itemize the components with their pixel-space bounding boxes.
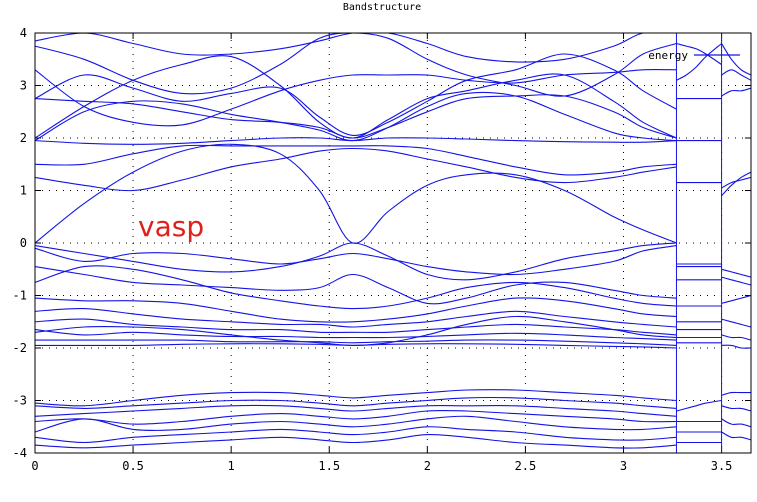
band-line-2-5	[721, 344, 752, 349]
grid-lines	[35, 33, 751, 453]
band-line-2-0	[721, 268, 752, 278]
band-line-2-4	[721, 334, 752, 341]
x-tick-label: 0.5	[122, 459, 144, 473]
x-tick-label: 1	[228, 459, 235, 473]
x-tick-label: 1.5	[318, 459, 340, 473]
band-line-0-24	[34, 404, 677, 417]
band-line-0-5	[34, 55, 677, 139]
band-line-0-28	[34, 433, 677, 449]
y-tick-label: -3	[13, 394, 27, 408]
band-line-0-26	[34, 415, 677, 433]
band-lines	[34, 32, 752, 453]
band-line-2-3	[721, 318, 752, 328]
band-line-0-27	[34, 426, 677, 444]
band-line-0-23	[34, 396, 677, 409]
y-tick-label: 3	[20, 79, 27, 93]
x-tick-label: 0	[31, 459, 38, 473]
band-line-2-1	[721, 276, 752, 286]
y-tick-label: -1	[13, 289, 27, 303]
band-line-2-14	[721, 431, 752, 441]
band-line-0-21	[34, 315, 677, 346]
band-line-0-0	[34, 143, 677, 244]
x-tick-label: 3.5	[711, 459, 733, 473]
band-line-1-13	[676, 399, 722, 412]
band-line-1-12	[676, 42, 722, 65]
band-line-2-10	[721, 43, 752, 76]
band-line-0-6	[34, 94, 677, 139]
y-tick-label: 0	[20, 236, 27, 250]
band-line-0-15	[34, 297, 677, 323]
band-line-1-11	[676, 43, 722, 81]
band-line-0-16	[34, 308, 677, 328]
band-line-0-19	[35, 339, 677, 346]
band-line-2-12	[721, 405, 752, 412]
y-tick-label: -4	[13, 446, 27, 460]
band-line-2-11	[721, 391, 751, 396]
band-line-0-9	[34, 32, 677, 97]
chart-title: Bandstructure	[343, 2, 421, 13]
vasp-annotation: vasp	[138, 210, 204, 243]
band-line-0-7	[34, 53, 677, 136]
legend: energy	[648, 49, 740, 62]
x-tick-label: 3	[620, 459, 627, 473]
band-line-0-11	[34, 242, 677, 281]
legend-entry-energy: energy	[648, 49, 688, 62]
band-line-0-14	[34, 265, 677, 310]
plot-frame	[34, 32, 752, 454]
y-tick-label: 2	[20, 131, 27, 145]
band-line-2-8	[721, 87, 752, 97]
band-line-0-1	[34, 147, 677, 192]
band-line-0-17	[34, 318, 677, 336]
band-line-0-2	[34, 144, 677, 176]
band-line-2-9	[721, 69, 752, 81]
y-tick-label: 4	[20, 26, 27, 40]
band-line-0-4	[34, 91, 677, 142]
y-tick-label: 1	[20, 184, 27, 198]
x-tick-label: 2.5	[515, 459, 537, 473]
band-line-2-2	[721, 294, 752, 304]
band-line-0-22	[34, 389, 677, 407]
x-tick-label: 2	[424, 459, 431, 473]
band-line-2-13	[721, 418, 752, 428]
band-line-2-6	[721, 171, 752, 197]
band-line-0-12	[34, 245, 677, 276]
band-line-0-10	[34, 32, 677, 63]
band-line-0-13	[34, 266, 677, 305]
band-line-0-25	[34, 409, 677, 425]
band-line-2-7	[721, 176, 752, 189]
band-line-0-18	[34, 329, 677, 341]
band-line-0-8	[34, 69, 677, 127]
band-line-0-3	[34, 137, 677, 145]
y-tick-label: -2	[13, 341, 27, 355]
